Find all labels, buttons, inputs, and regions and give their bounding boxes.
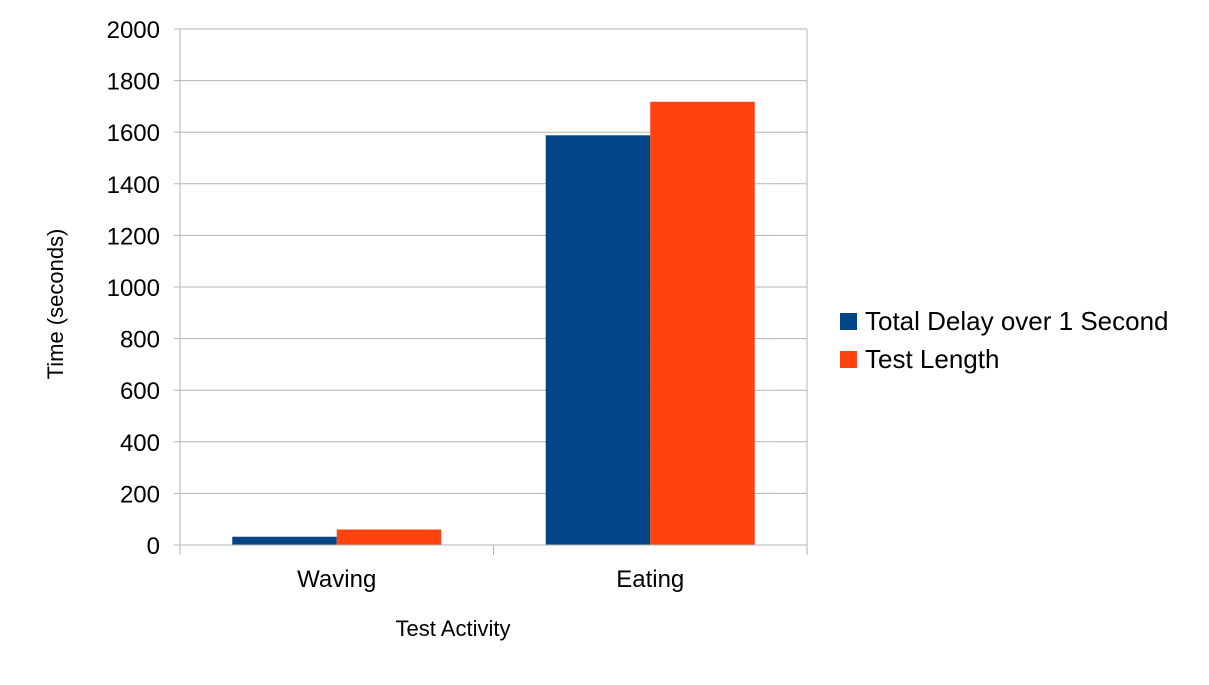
legend: Total Delay over 1 Second Test Length xyxy=(840,306,1169,374)
y-tick-label: 0 xyxy=(147,533,160,560)
legend-swatch xyxy=(840,351,857,368)
bar-eating-2 xyxy=(650,101,755,546)
y-tick-label: 1000 xyxy=(107,275,160,302)
axes xyxy=(174,28,808,555)
x-axis-title: Test Activity xyxy=(396,616,511,641)
y-tick-label: 1400 xyxy=(107,172,160,199)
bar-eating-1 xyxy=(545,135,651,545)
y-tick-label: 2000 xyxy=(107,17,160,44)
bars xyxy=(232,101,755,546)
y-tick-label: 200 xyxy=(120,481,160,508)
x-tick-label: Waving xyxy=(297,566,376,593)
legend-swatch xyxy=(840,313,857,330)
y-tick-label: 1600 xyxy=(107,120,160,147)
y-axis-title: Time (seconds) xyxy=(43,229,68,380)
legend-label: Test Length xyxy=(865,344,999,374)
y-tick-labels: 0 200 400 600 800 1000 1200 1400 1600 1800 2000 xyxy=(107,17,160,560)
y-tick-label: 800 xyxy=(120,327,160,354)
y-tick-label: 600 xyxy=(120,378,160,405)
bar-waving-1 xyxy=(232,536,337,545)
x-tick-label: Eating xyxy=(616,566,684,593)
y-tick-label: 400 xyxy=(120,430,160,457)
legend-label: Total Delay over 1 Second xyxy=(865,306,1169,336)
gridlines xyxy=(180,28,807,494)
y-tick-label: 1200 xyxy=(107,223,160,250)
x-tick-labels: Waving Eating xyxy=(297,566,684,593)
y-tick-label: 1800 xyxy=(107,69,160,96)
bar-waving-2 xyxy=(336,529,442,545)
